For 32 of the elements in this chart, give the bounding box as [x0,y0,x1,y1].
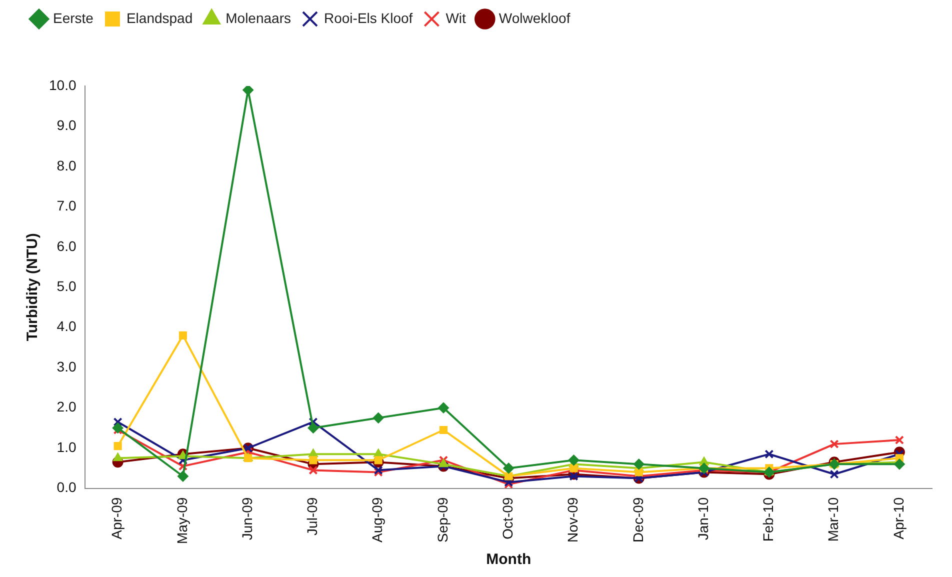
x-axis-title: Month [486,551,532,568]
legend-label: Eerste [53,10,94,26]
y-tick-label: 0.0 [56,479,76,496]
x-tick-label: Feb-10 [760,497,776,542]
y-tick-label: 5.0 [56,278,76,294]
y-tick-label: 9.0 [56,117,76,134]
legend-label: Wit [446,10,466,26]
x-tick-label: Mar-10 [825,497,842,542]
y-tick-label: 4.0 [56,318,76,334]
y-tick-label: 3.0 [56,358,76,374]
legend-label: Rooi-Els Kloof [324,10,413,26]
y-tick-label: 10.0 [49,76,76,93]
x-tick-label: Nov-09 [564,497,581,542]
legend-label: Elandspad [126,10,193,26]
x-tick-label: May-09 [174,497,190,544]
x-tick-label: Apr-09 [108,497,125,540]
x-tick-label: Jun-09 [238,497,255,540]
x-tick-label: Apr-10 [890,497,906,540]
legend-label: Molenaars [226,10,291,26]
y-tick-label: 1.0 [56,438,76,455]
y-axis-title: Turbidity (NTU) [24,233,42,342]
y-tick-label: 2.0 [56,398,76,415]
x-tick-label: Jul-09 [304,497,320,536]
x-tick-label: Dec-09 [630,497,646,542]
y-tick-label: 7.0 [56,198,76,214]
x-tick-label: Aug-09 [369,497,386,542]
y-tick-label: 6.0 [56,238,76,254]
x-tick-label: Jan-10 [694,497,711,540]
y-tick-label: 8.0 [56,157,76,174]
x-tick-label: Sep-09 [434,497,450,542]
x-tick-label: Oct-09 [499,497,516,540]
legend-label: Wolwekloof [498,10,570,26]
